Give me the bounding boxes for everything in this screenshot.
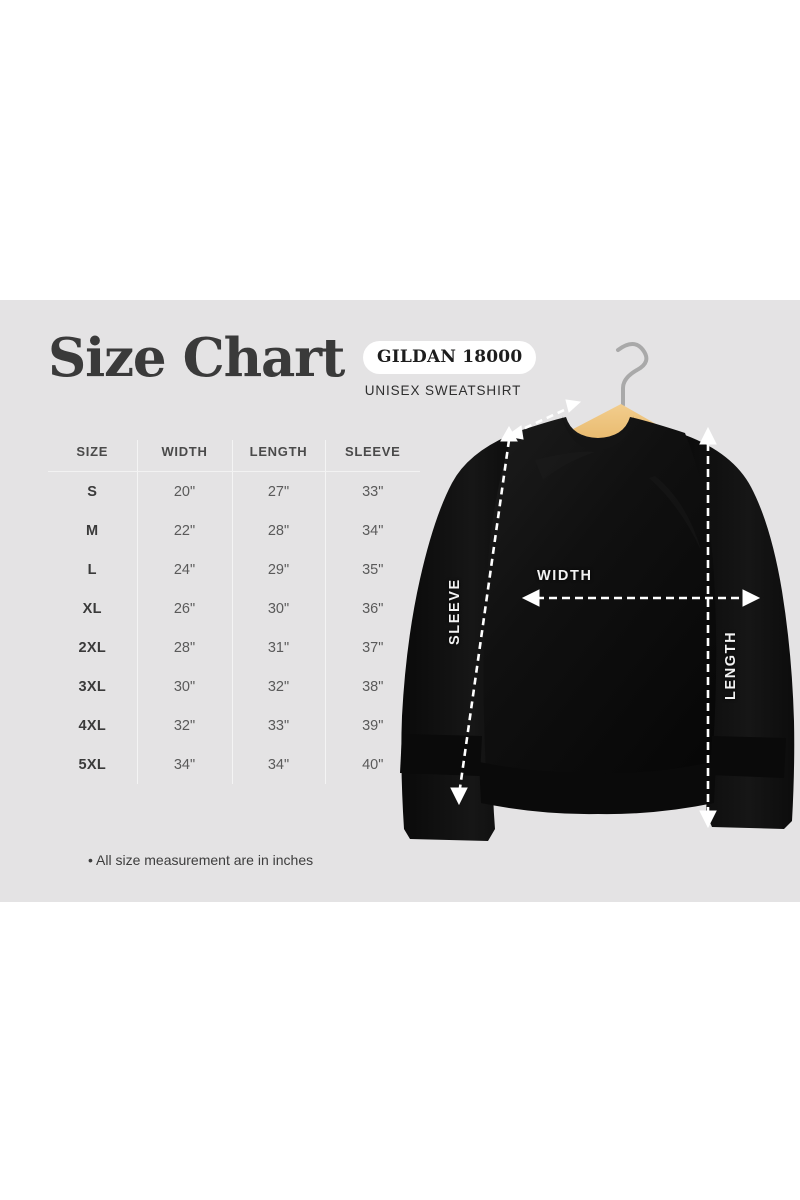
cell-length: 31" [232,628,326,667]
cell-width: 26" [137,589,233,628]
hanger-hook-icon [616,342,649,407]
cell-size: 3XL [48,667,138,706]
table-row: XL 26" 30" 36" [48,589,420,628]
width-dimension-label: WIDTH [537,568,593,584]
table-row: 2XL 28" 31" 37" [48,628,420,667]
cell-size: S [48,471,138,511]
sweatshirt-svg [400,342,795,841]
chart-header: Size Chart GILDAN 18000 UNISEX SWEATSHIR… [48,327,537,442]
cell-size: 4XL [48,706,138,745]
width-guide [521,589,761,607]
table-body: S 20" 27" 33" M 22" 28" 34" L 24" 29" 35" XL 26" 30" 36… [48,471,420,784]
cell-length: 27" [232,471,326,511]
cell-sleeve: 33" [362,483,384,500]
cell-width: 32" [137,706,233,745]
column-header-sleeve: SLEEVE [325,440,420,472]
cell-width: 30" [137,667,233,706]
cell-sleeve: 38" [362,678,384,695]
cell-length: 29" [232,550,326,589]
table-row: L 24" 29" 35" [48,550,420,589]
length-dimension-label: LENGTH [723,630,739,700]
cell-width: 20" [137,471,233,511]
cell-size: XL [48,589,138,628]
cell-sleeve: 40" [362,756,384,773]
cell-length: 33" [232,706,326,745]
column-header-length: LENGTH [232,440,326,472]
cell-length: 28" [232,511,326,550]
cell-sleeve: 37" [362,639,384,656]
table-row: 4XL 32" 33" 39" [48,706,420,745]
cell-width: 22" [137,511,233,550]
column-header-width: WIDTH [137,440,233,472]
cell-size: L [48,550,138,589]
sleeve-shoulder-guide [505,399,582,440]
cell-sleeve: 35" [362,561,384,578]
garment-illustration: WIDTH SLEEVE LENGTH [385,300,800,902]
cell-size: 5XL [48,745,138,784]
cell-width: 34" [137,745,233,784]
cell-size: M [48,511,138,550]
cell-length: 34" [232,745,326,784]
size-chart-panel: Size Chart GILDAN 18000 UNISEX SWEATSHIR… [0,300,800,902]
sleeve-dimension-label: SLEEVE [447,578,463,645]
table-header-row: SIZE WIDTH LENGTH SLEEVE [48,440,420,472]
page-title: Size Chart [48,327,345,389]
cell-length: 32" [232,667,326,706]
size-table: SIZE WIDTH LENGTH SLEEVE S 20" 27" 33" M 22" 2… [48,440,420,784]
table-row: M 22" 28" 34" [48,511,420,550]
sleeve-length-guide [450,425,518,806]
brand-block: GILDAN 18000 UNISEX SWEATSHIRT [363,341,537,398]
cell-width: 28" [137,628,233,667]
cell-size: 2XL [48,628,138,667]
table-row: 3XL 30" 32" 38" [48,667,420,706]
cell-sleeve: 39" [362,717,384,734]
cell-length: 30" [232,589,326,628]
table-row: S 20" 27" 33" [48,471,420,511]
brand-subtitle: UNISEX SWEATSHIRT [364,383,522,398]
cell-sleeve: 34" [362,522,384,539]
cell-sleeve: 36" [362,600,384,617]
table-row: 5XL 34" 34" 40" [48,745,420,784]
length-guide [699,426,717,829]
cell-width: 24" [137,550,233,589]
column-header-size: SIZE [48,440,138,472]
measurement-guides [450,399,761,829]
brand-badge: GILDAN 18000 [363,341,537,374]
measurement-note: • All size measurement are in inches [88,852,314,868]
